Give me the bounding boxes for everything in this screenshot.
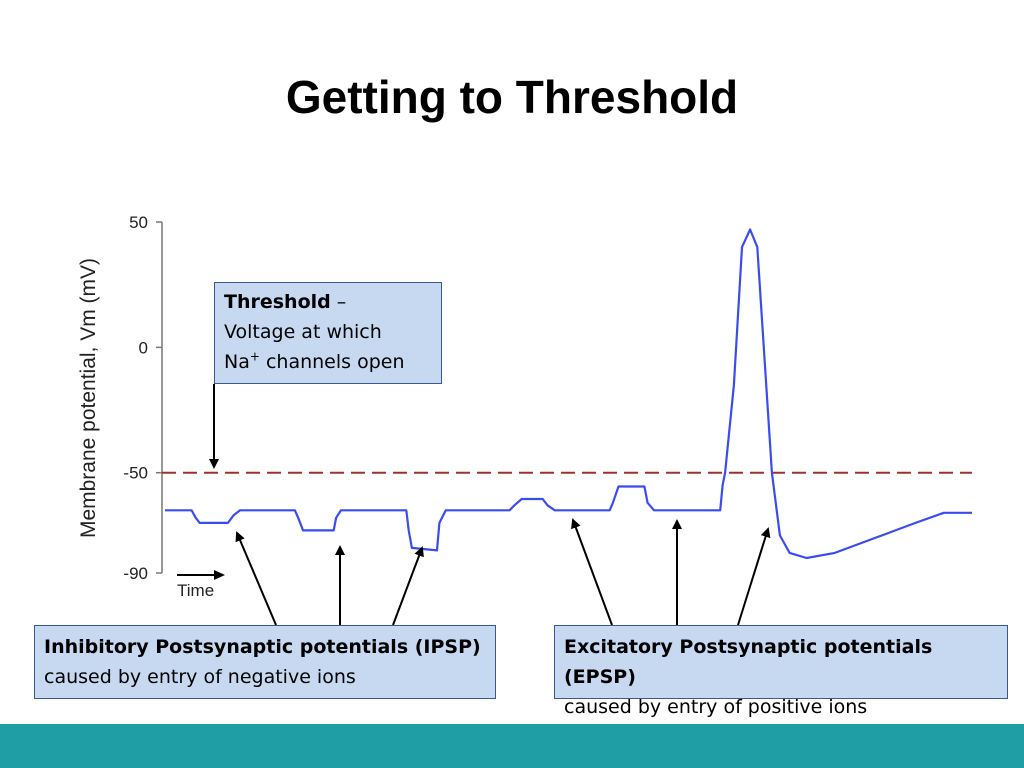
epsp-callout: Excitatory Postsynaptic potentials (EPSP… — [554, 625, 1008, 718]
chart: 50 0 -50 -90 Membrane potential, Vm (mV) Ti… — [77, 213, 972, 626]
ipsp-subtitle: caused by entry of negative ions — [44, 666, 356, 688]
ipsp-callout: Inhibitory Postsynaptic potentials (IPSP… — [34, 625, 496, 699]
x-axis-label: Time — [177, 581, 214, 600]
y-tick-label: -50 — [123, 464, 148, 483]
threshold-term: Threshold — [224, 291, 331, 313]
ipsp-title: Inhibitory Postsynaptic potentials (IPSP… — [44, 636, 481, 658]
annotation-arrows — [209, 384, 771, 626]
y-axis-label: Membrane potential, Vm (mV) — [77, 258, 100, 538]
threshold-callout-line2: Voltage at which — [224, 321, 382, 343]
epsp-arrow-1 — [571, 518, 613, 626]
y-tick-label: 0 — [139, 338, 148, 357]
bottom-bar — [0, 724, 1024, 768]
epsp-subtitle: caused by entry of positive ions — [564, 696, 868, 718]
y-ticks: 50 0 -50 -90 — [123, 213, 162, 583]
channels-open-text: channels open — [259, 351, 405, 373]
plus-superscript: + — [249, 349, 260, 364]
threshold-callout-line1: Threshold – — [224, 287, 432, 317]
ipsp-arrow-3 — [392, 546, 424, 626]
ipsp-arrow-1 — [235, 531, 277, 626]
epsp-title: Excitatory Postsynaptic potentials (EPSP… — [564, 636, 933, 688]
epsp-arrow-3 — [737, 527, 771, 626]
threshold-dash: – — [330, 291, 347, 313]
threshold-callout-line3: Na+ channels open — [224, 347, 432, 377]
y-tick-label: -90 — [123, 564, 148, 583]
threshold-callout: Threshold – Voltage at which Na+ channel… — [214, 282, 442, 384]
slide-title: Getting to Threshold — [285, 71, 739, 123]
membrane-potential-trace — [165, 228, 972, 560]
time-arrow — [177, 570, 225, 580]
y-tick-label: 50 — [129, 213, 148, 232]
na-symbol: Na — [224, 351, 250, 373]
